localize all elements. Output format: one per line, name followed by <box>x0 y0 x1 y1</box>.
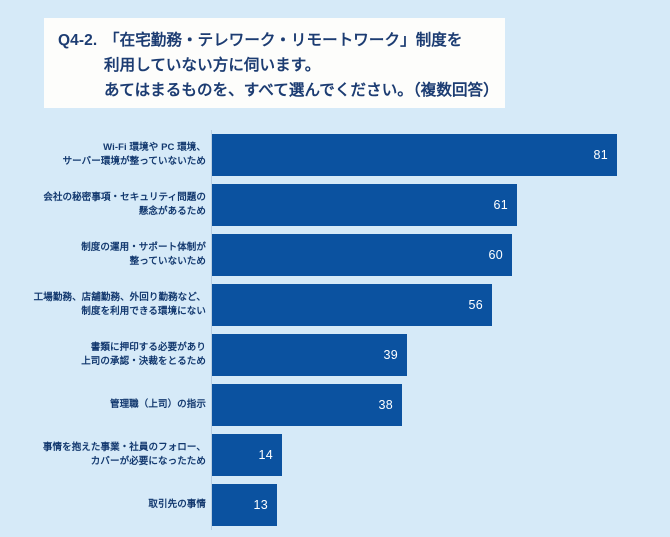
bar-category-label: 取引先の事情 <box>10 480 206 530</box>
bar-category-label-line-2: 上司の承認・決裁をとるため <box>81 356 206 367</box>
bar-category-label-line-1: 制度の運用・サポート体制が <box>81 242 206 253</box>
bar-value-label: 61 <box>493 198 508 212</box>
question-number: Q4-2. <box>58 32 98 49</box>
horizontal-bar-chart: Wi-Fi 環境や PC 環境、 サーバー環境が整っていないため 81 会社の秘… <box>0 130 670 530</box>
bar-category-label: 管理職（上司）の指示 <box>10 380 206 430</box>
bar-track: 61 <box>212 184 670 226</box>
chart-row: 取引先の事情 13 <box>0 480 670 530</box>
bar-track: 14 <box>212 434 670 476</box>
chart-row: 工場勤務、店舗勤務、外回り勤務など、 制度を利用できる環境にない 56 <box>0 280 670 330</box>
bar-value-label: 38 <box>378 398 393 412</box>
bar-category-label: 制度の運用・サポート体制が 整っていないため <box>10 230 206 280</box>
bar-value-label: 81 <box>593 148 608 162</box>
chart-row: 制度の運用・サポート体制が 整っていないため 60 <box>0 230 670 280</box>
bar-track: 56 <box>212 284 670 326</box>
bar[interactable]: 14 <box>212 434 282 476</box>
bar[interactable]: 13 <box>212 484 277 526</box>
bar-track: 39 <box>212 334 670 376</box>
question-title-line-2: 利用していない方に伺います。 <box>58 53 493 78</box>
bar-value-label: 60 <box>488 248 503 262</box>
bar-category-label-line-1: 事情を抱えた事業・社員のフォロー、 <box>42 442 206 453</box>
chart-row: 事情を抱えた事業・社員のフォロー、 カバーが必要になったため 14 <box>0 430 670 480</box>
chart-row: 会社の秘密事項・セキュリティ問題の 懸念があるため 61 <box>0 180 670 230</box>
bar[interactable]: 38 <box>212 384 402 426</box>
chart-row: Wi-Fi 環境や PC 環境、 サーバー環境が整っていないため 81 <box>0 130 670 180</box>
bar-category-label-line-2: 懸念があるため <box>138 206 206 217</box>
bar-value-label: 39 <box>383 348 398 362</box>
question-title-text-1: 「在宅勤務・テレワーク・リモートワーク」制度を <box>104 32 463 49</box>
bar-category-label-line-2: サーバー環境が整っていないため <box>62 156 206 167</box>
bar-category-label: 書類に押印する必要があり 上司の承認・決裁をとるため <box>10 330 206 380</box>
question-title-text-3: あてはまるものを、すべて選んでください。（複数回答） <box>104 82 499 99</box>
bar-category-label-line-2: カバーが必要になったため <box>90 456 206 467</box>
question-title-text-2: 利用していない方に伺います。 <box>104 57 321 74</box>
question-title-line-3: あてはまるものを、すべて選んでください。（複数回答） <box>58 78 499 103</box>
chart-row: 管理職（上司）の指示 38 <box>0 380 670 430</box>
bar-track: 13 <box>212 484 670 526</box>
bar-value-label: 14 <box>258 448 273 462</box>
bar-category-label: 事情を抱えた事業・社員のフォロー、 カバーが必要になったため <box>10 430 206 480</box>
chart-row: 書類に押印する必要があり 上司の承認・決裁をとるため 39 <box>0 330 670 380</box>
bar-category-label-line-1: 書類に押印する必要があり <box>90 342 206 353</box>
bar-track: 81 <box>212 134 670 176</box>
bar-category-label-line-2: 制度を利用できる環境にない <box>81 306 206 317</box>
bar-category-label-line-1: Wi-Fi 環境や PC 環境、 <box>103 142 206 153</box>
bar[interactable]: 39 <box>212 334 407 376</box>
bar-track: 38 <box>212 384 670 426</box>
bar[interactable]: 56 <box>212 284 492 326</box>
bar-category-label: Wi-Fi 環境や PC 環境、 サーバー環境が整っていないため <box>10 130 206 180</box>
chart-axis-line <box>211 130 212 530</box>
question-title-line-1: Q4-2. 「在宅勤務・テレワーク・リモートワーク」制度を <box>58 28 493 53</box>
bar-track: 60 <box>212 234 670 276</box>
bar-value-label: 13 <box>253 498 268 512</box>
bar-category-label-line-2: 整っていないため <box>129 256 206 267</box>
bar[interactable]: 81 <box>212 134 617 176</box>
bar-category-label-line-1: 工場勤務、店舗勤務、外回り勤務など、 <box>33 292 206 303</box>
bar-category-label-line-1: 管理職（上司）の指示 <box>109 399 206 410</box>
bar[interactable]: 61 <box>212 184 517 226</box>
bar-value-label: 56 <box>468 298 483 312</box>
bar-category-label-line-1: 会社の秘密事項・セキュリティ問題の <box>43 192 206 203</box>
bar-category-label-line-1: 取引先の事情 <box>148 499 206 510</box>
question-title-card: Q4-2. 「在宅勤務・テレワーク・リモートワーク」制度を 利用していない方に伺い… <box>44 18 505 108</box>
bar-category-label: 会社の秘密事項・セキュリティ問題の 懸念があるため <box>10 180 206 230</box>
bar[interactable]: 60 <box>212 234 512 276</box>
bar-category-label: 工場勤務、店舗勤務、外回り勤務など、 制度を利用できる環境にない <box>10 280 206 330</box>
